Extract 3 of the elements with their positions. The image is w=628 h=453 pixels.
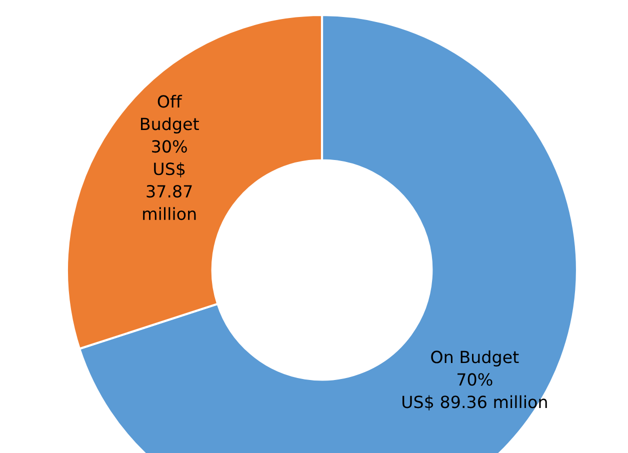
slice-label: On Budget (431, 350, 519, 367)
slice-label: Off Budget (141, 94, 199, 134)
data-label: 30% US$ 37.87 million (143, 140, 196, 220)
